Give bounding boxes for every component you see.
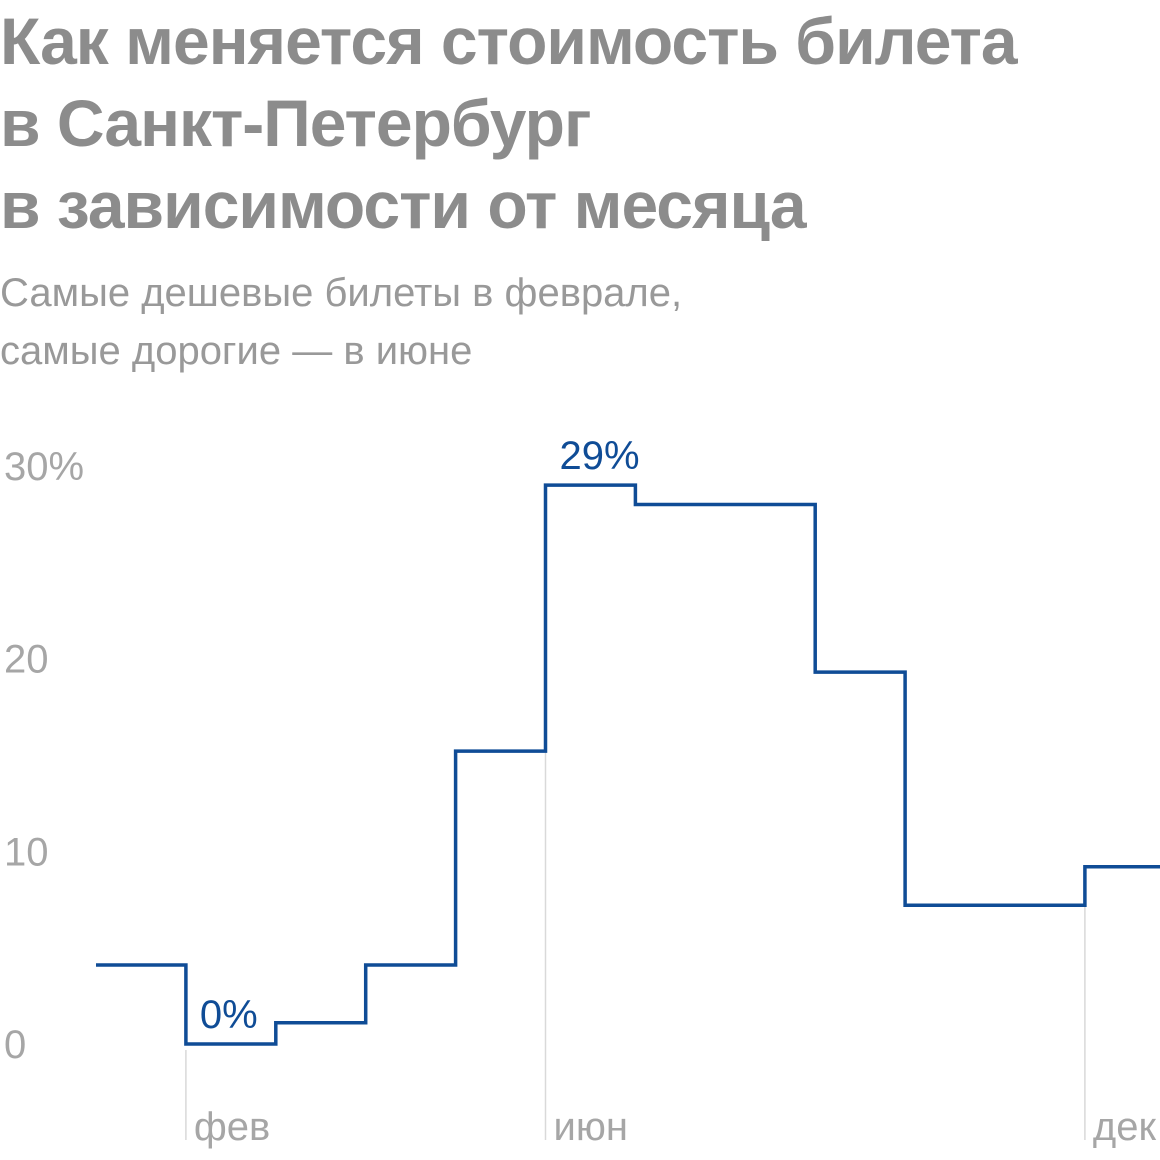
y-axis: 0 10 20 30% [4, 445, 84, 1067]
chart-title-line: Как меняется стоимость билета [0, 4, 1018, 78]
x-tick-label-дек: дек [1093, 1105, 1157, 1149]
annotations-group: 0% 29% [200, 434, 640, 1037]
x-tick-label-фев: фев [194, 1105, 270, 1149]
x-axis: фев июн дек [194, 1105, 1157, 1149]
chart-subtitle-line: самые дорогие — в июне [0, 329, 473, 373]
data-label-июн: 29% [560, 434, 640, 478]
y-tick-label-20: 20 [4, 638, 49, 682]
chart-title-line: в Санкт-Петербург [0, 86, 591, 160]
month-marker-lines [185, 491, 1086, 1140]
chart-title-line: в зависимости от месяца [0, 168, 807, 242]
y-tick-label-10: 10 [4, 830, 49, 874]
chart-title: Как меняется стоимость билета в Санкт-Пе… [0, 0, 1160, 246]
data-label-фев: 0% [200, 993, 258, 1037]
y-tick-label-0: 0 [4, 1023, 26, 1067]
chart-subtitle: Самые дешевые билеты в феврале, самые до… [0, 264, 1160, 380]
series-step-line [96, 483, 1160, 1046]
y-tick-label-30: 30% [4, 445, 84, 489]
chart-subtitle-line: Самые дешевые билеты в феврале, [0, 271, 683, 315]
x-tick-label-июн: июн [554, 1105, 628, 1149]
series-group [96, 483, 1160, 1046]
